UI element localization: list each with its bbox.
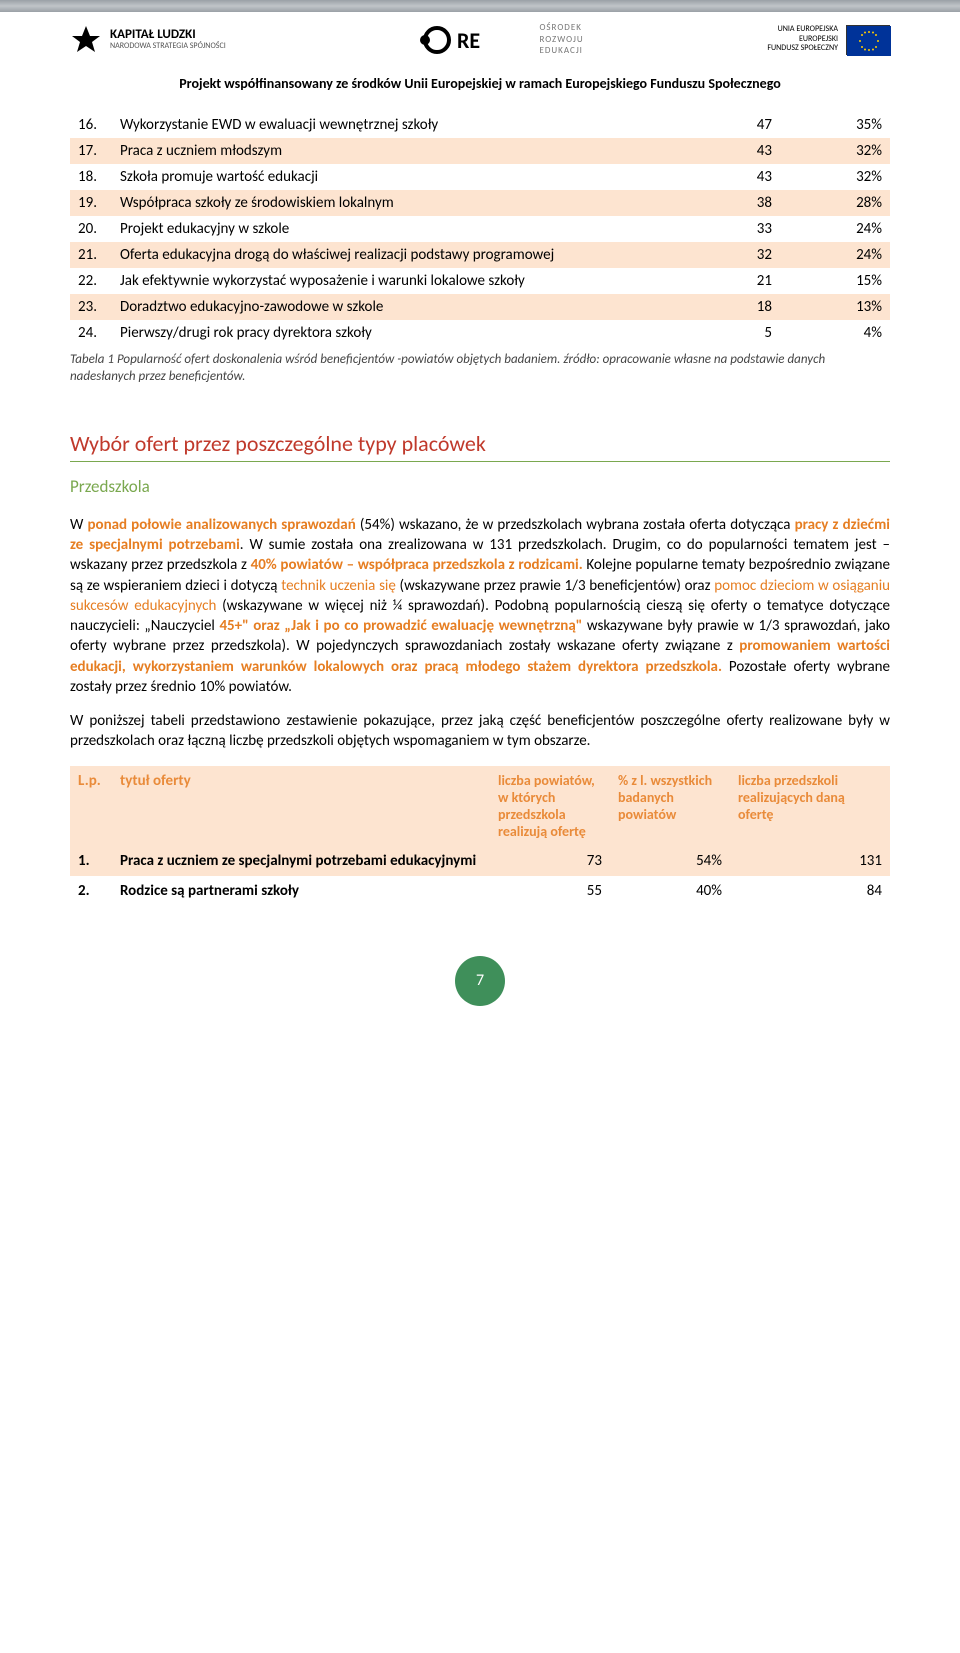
row-percent: 32% <box>780 164 890 190</box>
table-row: 17.Praca z uczniem młodszym4332% <box>70 138 890 164</box>
table-row: 21.Oferta edukacyjna drogą do właściwej … <box>70 242 890 268</box>
page-number-badge: 7 <box>455 956 505 1006</box>
header-gradient-bar <box>0 0 960 12</box>
row-title: Jak efektywnie wykorzystać wyposażenie i… <box>112 268 670 294</box>
row-num: 18. <box>70 164 112 190</box>
table-row: 18.Szkoła promuje wartość edukacji4332% <box>70 164 890 190</box>
row-percent: 28% <box>780 190 890 216</box>
kl-subtitle: NARODOWA STRATEGIA SPÓJNOŚCI <box>110 42 226 51</box>
table-row: 23.Doradztwo edukacyjno-zawodowe w szkol… <box>70 294 890 320</box>
ore-line1: OŚRODEK <box>539 22 583 34</box>
th-tytul: tytuł oferty <box>112 766 490 846</box>
row-percent: 13% <box>780 294 890 320</box>
table-row: 16.Wykorzystanie EWD w ewaluacji wewnętr… <box>70 112 890 138</box>
row-count: 47 <box>670 112 780 138</box>
row-percent: 24% <box>780 216 890 242</box>
star-person-icon <box>70 24 102 56</box>
logo-ore: RE OŚRODEK ROZWOJU EDUKACJI <box>409 22 583 57</box>
row-count: 73 <box>490 846 610 876</box>
row-percent: 15% <box>780 268 890 294</box>
hl-sprawozdania: ponad połowie analizowanych sprawozdań <box>87 516 355 534</box>
row-percent: 32% <box>780 138 890 164</box>
table1-caption: Tabela 1 Popularność ofert doskonalenia … <box>70 352 890 386</box>
th-liczba-przedszkoli: liczba przedszkoli realizujących daną of… <box>730 766 890 846</box>
table-row: 24.Pierwszy/drugi rok pracy dyrektora sz… <box>70 320 890 346</box>
row-title: Praca z uczniem ze specjalnymi potrzebam… <box>112 846 490 876</box>
row-count: 38 <box>670 190 780 216</box>
row-num: 20. <box>70 216 112 242</box>
row-percent: 4% <box>780 320 890 346</box>
ore-logo-icon: RE <box>409 24 529 56</box>
row-przedszkola: 84 <box>730 876 890 906</box>
logo-eu: UNIA EUROPEJSKA EUROPEJSKI FUNDUSZ SPOŁE… <box>767 25 890 55</box>
row-num: 21. <box>70 242 112 268</box>
logo-kapital-ludzki: KAPITAŁ LUDZKI NARODOWA STRATEGIA SPÓJNO… <box>70 24 226 56</box>
table-row: 19.Współpraca szkoły ze środowiskiem lok… <box>70 190 890 216</box>
kl-title: KAPITAŁ LUDZKI <box>110 28 226 42</box>
row-title: Pierwszy/drugi rok pracy dyrektora szkoł… <box>112 320 670 346</box>
row-percent: 24% <box>780 242 890 268</box>
row-title: Współpraca szkoły ze środowiskiem lokaln… <box>112 190 670 216</box>
row-count: 43 <box>670 164 780 190</box>
svg-text:RE: RE <box>457 27 480 54</box>
row-percent: 54% <box>610 846 730 876</box>
ore-line3: EDUKACJI <box>539 45 583 57</box>
hl-wspolpraca-rodzice: 40% powiatów – współpraca przedszkola z … <box>251 556 583 574</box>
th-lp: L.p. <box>70 766 112 846</box>
row-num: 17. <box>70 138 112 164</box>
section-subtitle: Przedszkola <box>70 476 890 497</box>
table-row: 22.Jak efektywnie wykorzystać wyposażeni… <box>70 268 890 294</box>
row-title: Rodzice są partnerami szkoły <box>112 876 490 906</box>
hl-techniki-uczenia: technik uczenia się <box>281 577 396 595</box>
eu-flag-icon <box>846 25 890 55</box>
row-num: 24. <box>70 320 112 346</box>
table-row: 2.Rodzice są partnerami szkoły5540%84 <box>70 876 890 906</box>
row-num: 22. <box>70 268 112 294</box>
section-title: Wybór ofert przez poszczególne typy plac… <box>70 430 890 462</box>
row-percent: 40% <box>610 876 730 906</box>
row-num: 23. <box>70 294 112 320</box>
row-num: 19. <box>70 190 112 216</box>
row-count: 18 <box>670 294 780 320</box>
row-title: Wykorzystanie EWD w ewaluacji wewnętrzne… <box>112 112 670 138</box>
row-num: 16. <box>70 112 112 138</box>
row-num: 2. <box>70 876 112 906</box>
row-title: Szkoła promuje wartość edukacji <box>112 164 670 190</box>
row-count: 33 <box>670 216 780 242</box>
row-percent: 35% <box>780 112 890 138</box>
paragraph-2: W poniższej tabeli przedstawiono zestawi… <box>70 711 890 752</box>
th-liczba-powiatow: liczba powiatów, w których przedszkola r… <box>490 766 610 846</box>
row-count: 43 <box>670 138 780 164</box>
paragraph-1: W ponad połowie analizowanych sprawozdań… <box>70 515 890 697</box>
row-przedszkola: 131 <box>730 846 890 876</box>
table-row: 1.Praca z uczniem ze specjalnymi potrzeb… <box>70 846 890 876</box>
row-title: Doradztwo edukacyjno-zawodowe w szkole <box>112 294 670 320</box>
row-count: 5 <box>670 320 780 346</box>
row-title: Oferta edukacyjna drogą do właściwej rea… <box>112 242 670 268</box>
row-title: Praca z uczniem młodszym <box>112 138 670 164</box>
table-ofert-popularity: 16.Wykorzystanie EWD w ewaluacji wewnętr… <box>70 112 890 346</box>
row-num: 1. <box>70 846 112 876</box>
th-procent: % z l. wszystkich badanych powiatów <box>610 766 730 846</box>
row-count: 32 <box>670 242 780 268</box>
row-title: Projekt edukacyjny w szkole <box>112 216 670 242</box>
cofinance-statement: Projekt współfinansowany ze środków Unii… <box>0 65 960 112</box>
row-count: 21 <box>670 268 780 294</box>
eu-line3: FUNDUSZ SPOŁECZNY <box>767 44 838 54</box>
table-row: 20.Projekt edukacyjny w szkole3324% <box>70 216 890 242</box>
header-logos-row: KAPITAŁ LUDZKI NARODOWA STRATEGIA SPÓJNO… <box>0 22 960 65</box>
ore-line2: ROZWOJU <box>539 34 583 46</box>
hl-nauczyciel-45: 45+" oraz „Jak i po co prowadzić ewaluac… <box>219 617 582 635</box>
row-count: 55 <box>490 876 610 906</box>
table-przedszkola-oferty: L.p. tytuł oferty liczba powiatów, w któ… <box>70 766 890 906</box>
